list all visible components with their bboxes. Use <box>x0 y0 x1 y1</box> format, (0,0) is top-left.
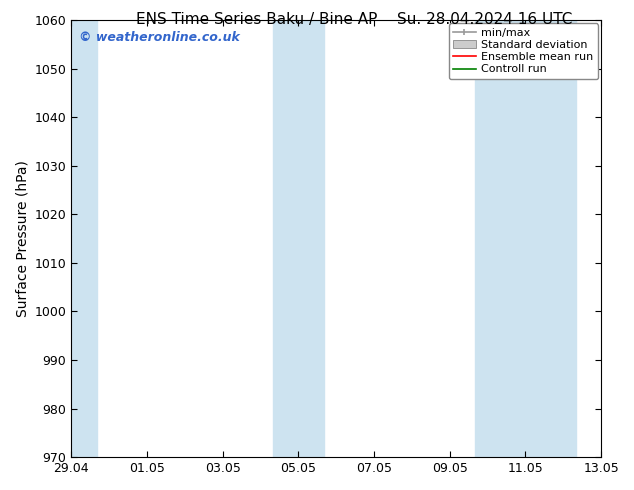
Text: © weatheronline.co.uk: © weatheronline.co.uk <box>79 31 240 44</box>
Bar <box>71 20 96 457</box>
Y-axis label: Surface Pressure (hPa): Surface Pressure (hPa) <box>15 160 29 317</box>
Text: ENS Time Series Baku / Bine AP: ENS Time Series Baku / Bine AP <box>136 12 377 27</box>
Bar <box>273 20 324 457</box>
Legend: min/max, Standard deviation, Ensemble mean run, Controll run: min/max, Standard deviation, Ensemble me… <box>449 24 598 79</box>
Text: Su. 28.04.2024 16 UTC: Su. 28.04.2024 16 UTC <box>397 12 573 27</box>
Bar <box>475 20 576 457</box>
